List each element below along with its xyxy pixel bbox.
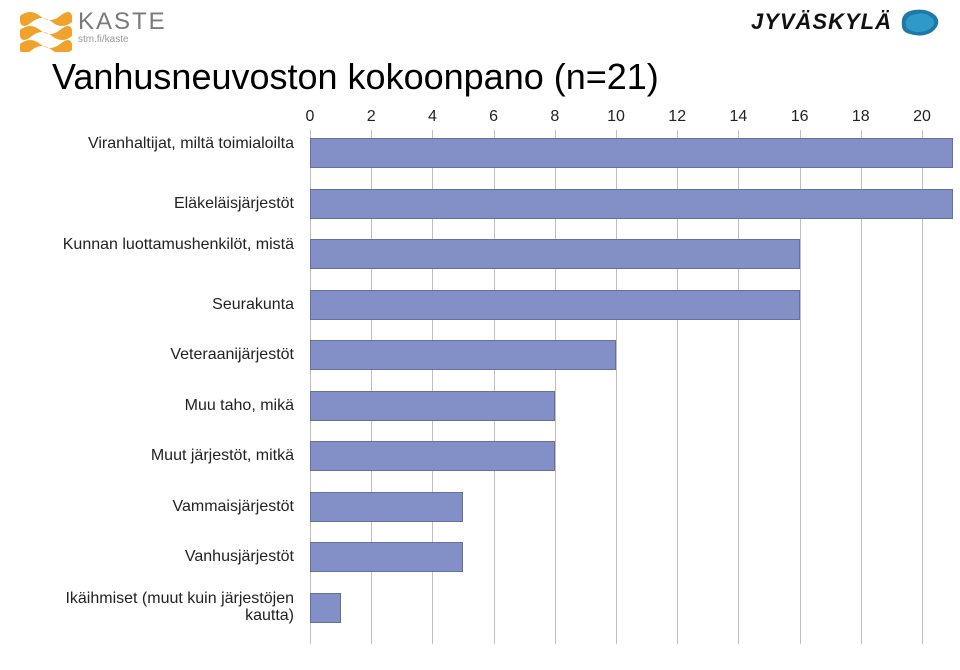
chart-title: Vanhusneuvoston kokoonpano (n=21) — [52, 56, 659, 98]
category-label: Ikäihmiset (muut kuin järjestöjen kautta… — [50, 590, 294, 625]
x-tick-label: 10 — [607, 108, 625, 126]
jyvaskyla-logo-text: JYVÄSKYLÄ — [751, 9, 892, 35]
x-tick-label: 16 — [791, 108, 809, 126]
category-label: Veteraanijärjestöt — [50, 346, 294, 364]
x-tick-label: 2 — [367, 108, 376, 126]
x-tick-label: 18 — [852, 108, 870, 126]
jyvaskyla-blob-icon — [898, 6, 940, 38]
bar — [310, 542, 463, 572]
bar — [310, 189, 953, 219]
x-tick-label: 8 — [550, 108, 559, 126]
kaste-logo-sub: stm.fi/kaste — [78, 34, 167, 45]
category-label: Vammaisjärjestöt — [50, 498, 294, 516]
category-label: Kunnan luottamushenkilöt, mistä — [50, 236, 294, 254]
category-label: Seurakunta — [50, 296, 294, 314]
category-label: Vanhusjärjestöt — [50, 548, 294, 566]
bar — [310, 593, 341, 623]
bar — [310, 290, 800, 320]
kaste-logo-text: KASTE — [78, 8, 167, 36]
category-label: Eläkeläisjärjestöt — [50, 195, 294, 213]
x-tick-label: 4 — [428, 108, 437, 126]
bar — [310, 138, 953, 168]
kaste-wave-icon — [20, 8, 72, 52]
bar — [310, 441, 555, 471]
x-tick-label: 20 — [913, 108, 931, 126]
category-label: Muu taho, mikä — [50, 397, 294, 415]
x-tick-label: 14 — [729, 108, 747, 126]
bar — [310, 340, 616, 370]
kaste-logo: KASTE stm.fi/kaste — [20, 8, 167, 52]
bar-chart: Viranhaltijat, miltä toimialoilta Eläkelä… — [50, 104, 922, 644]
bar — [310, 239, 800, 269]
jyvaskyla-logo: JYVÄSKYLÄ — [751, 6, 940, 38]
x-tick-label: 0 — [306, 108, 315, 126]
bar — [310, 492, 463, 522]
x-tick-label: 12 — [668, 108, 686, 126]
bar — [310, 391, 555, 421]
x-tick-label: 6 — [489, 108, 498, 126]
category-label: Muut järjestöt, mitkä — [50, 447, 294, 465]
category-label: Viranhaltijat, miltä toimialoilta — [50, 135, 294, 153]
